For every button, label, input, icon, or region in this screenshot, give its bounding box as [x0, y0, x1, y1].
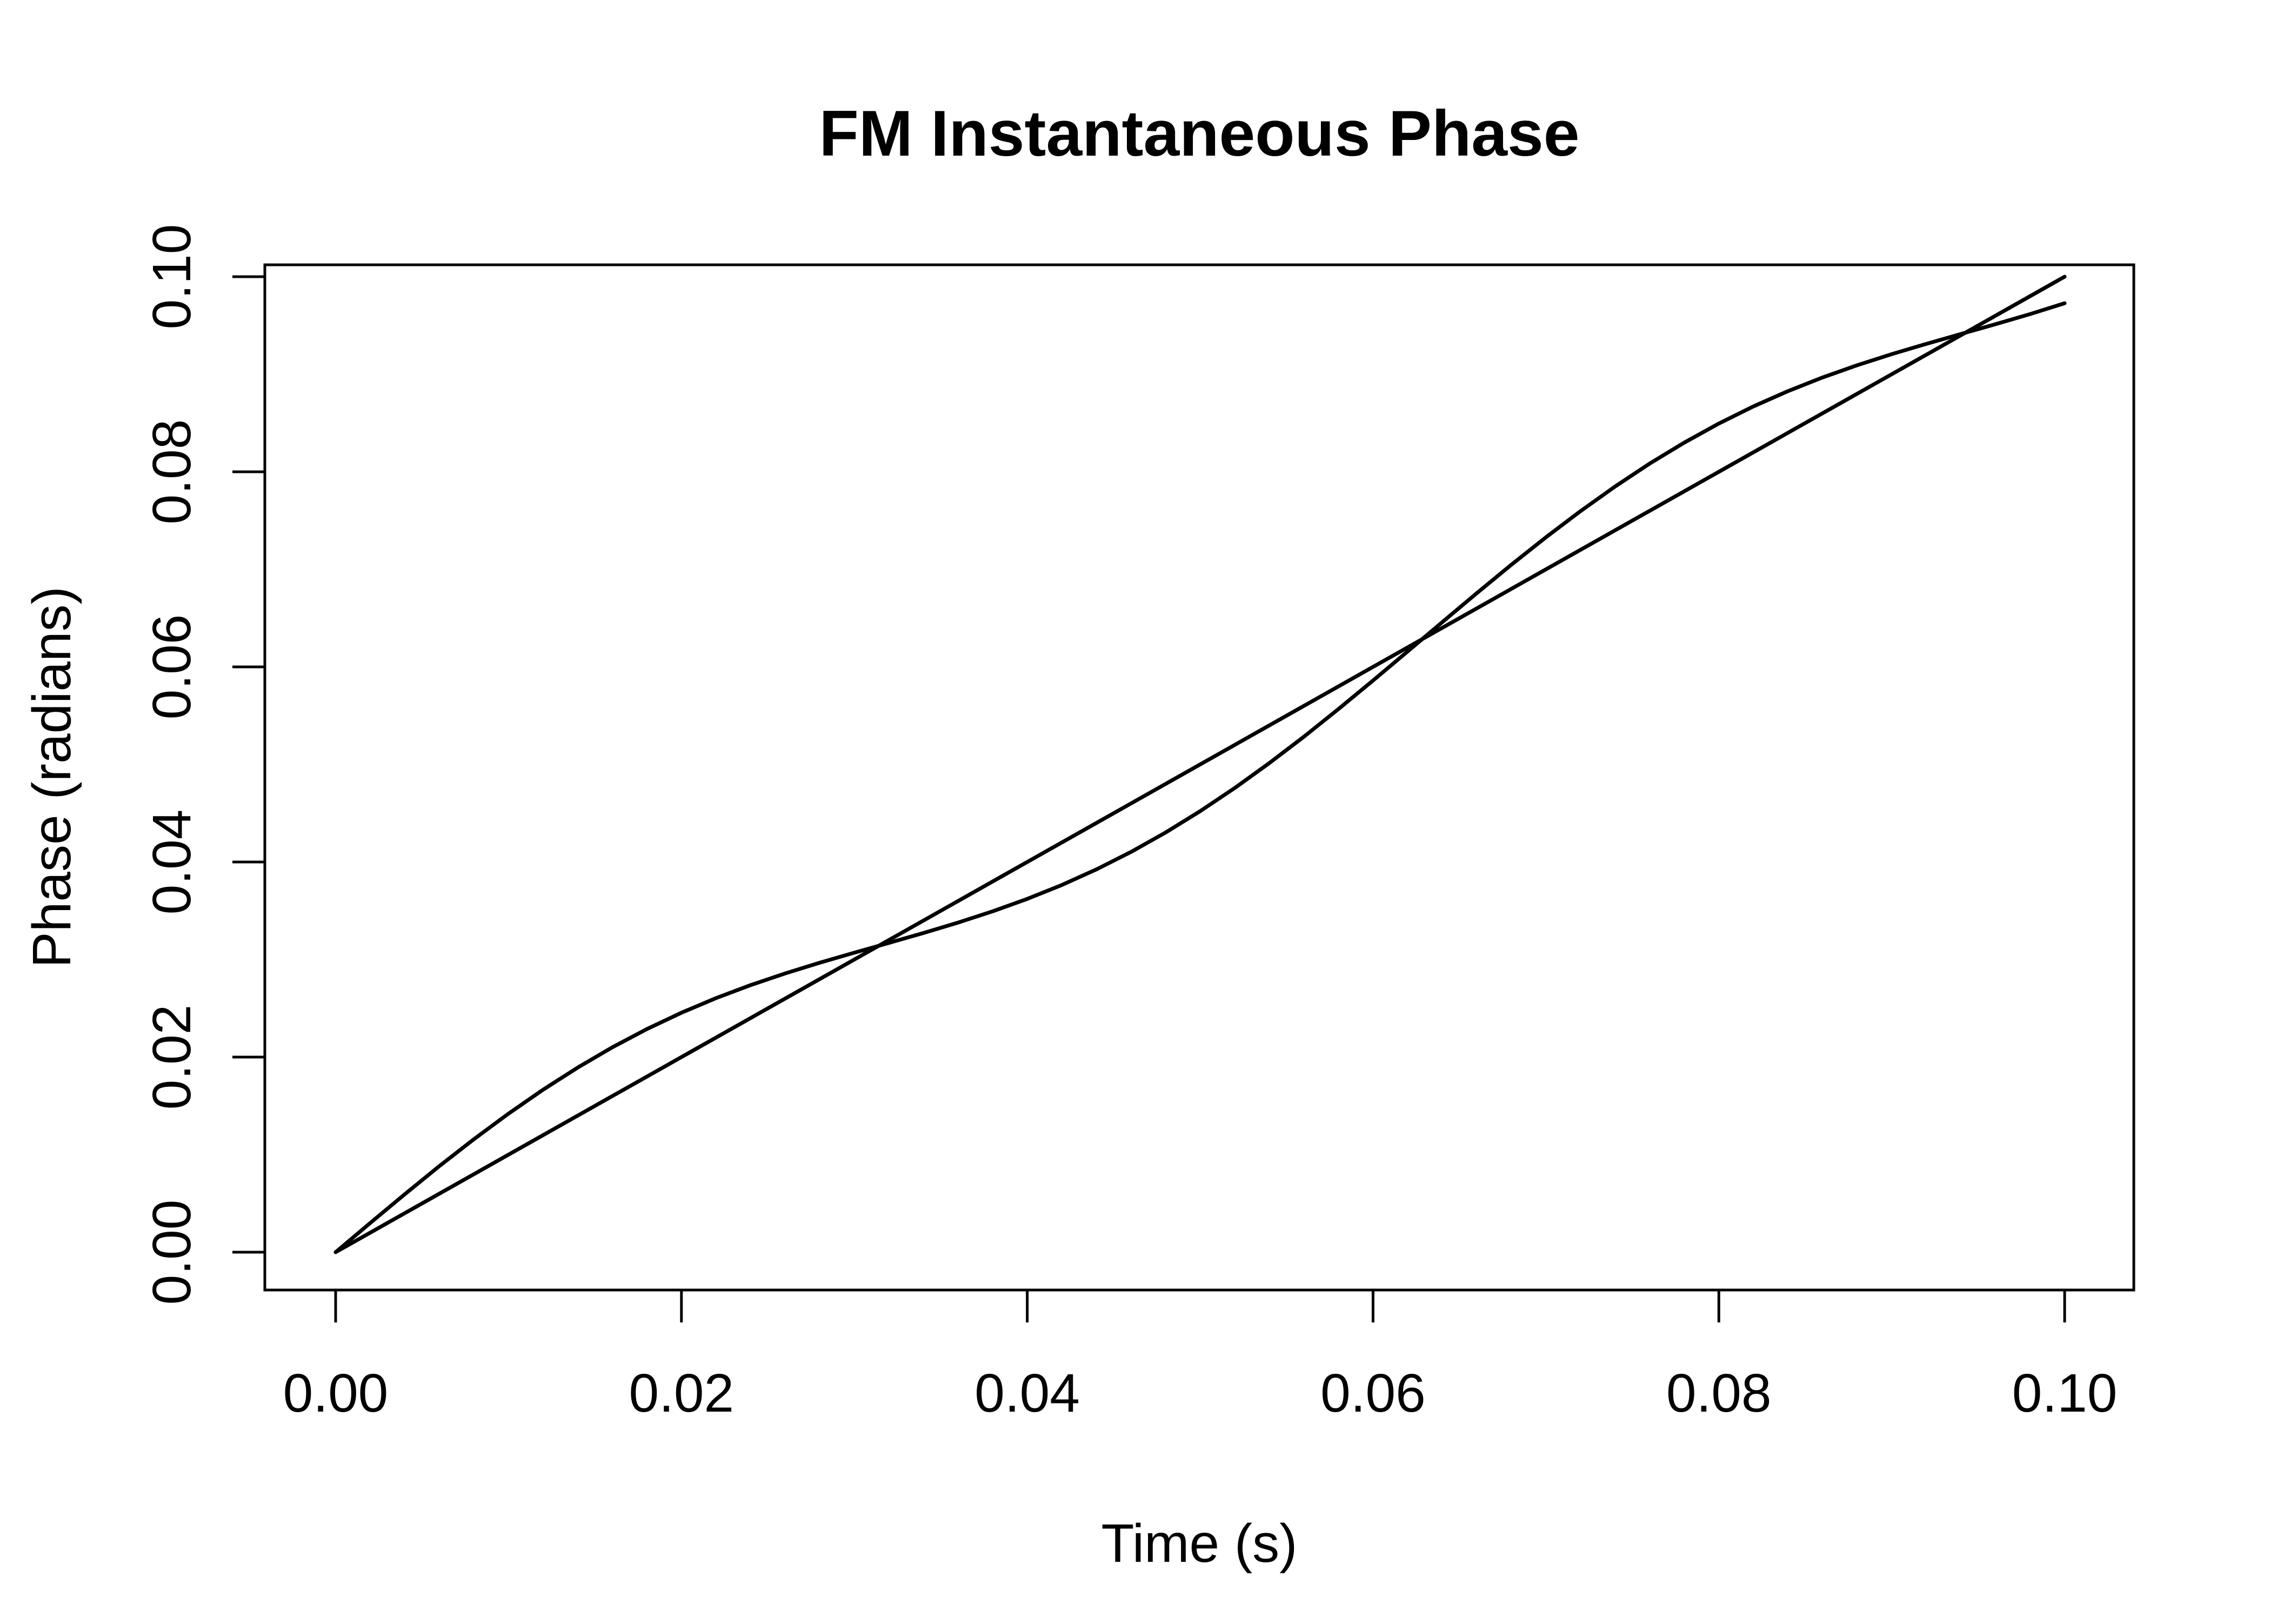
x-axis-label: Time (s): [1101, 1513, 1298, 1574]
y-tick-label: 0.00: [142, 1200, 202, 1305]
x-tick-label: 0.00: [283, 1363, 389, 1423]
y-tick-label: 0.06: [142, 614, 202, 720]
x-tick-label: 0.06: [1320, 1363, 1426, 1423]
y-axis-ticks: 0.00 0.02 0.04 0.06 0.08 0.10: [142, 224, 265, 1305]
y-tick-label: 0.10: [142, 224, 202, 330]
plot-box: [263, 263, 2135, 1292]
y-tick-label: 0.04: [142, 810, 202, 915]
x-tick-label: 0.10: [2012, 1363, 2118, 1423]
x-tick-label: 0.02: [629, 1363, 734, 1423]
series-lines: [333, 275, 2067, 1254]
y-axis-label: Phase (radians): [22, 586, 82, 968]
x-tick-label: 0.04: [974, 1363, 1080, 1423]
y-tick-label: 0.02: [142, 1005, 202, 1110]
series-line-fm-instantaneous-phase: [333, 301, 2067, 1254]
x-tick-label: 0.08: [1666, 1363, 1772, 1423]
y-tick-label: 0.08: [142, 419, 202, 525]
chart-title: FM Instantaneous Phase: [819, 97, 1580, 170]
x-axis-ticks: 0.00 0.02 0.04 0.06 0.08 0.10: [283, 1290, 2118, 1423]
series-line-linear-reference-phase: [333, 275, 2067, 1254]
